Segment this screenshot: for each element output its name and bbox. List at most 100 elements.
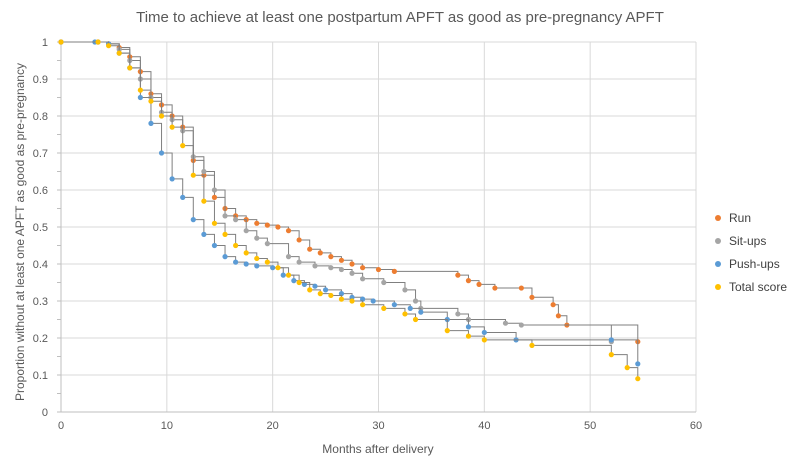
data-point-total-score [608,352,614,358]
data-point-sit-ups [349,270,355,276]
data-point-push-ups [360,296,366,302]
data-point-sit-ups [233,217,239,223]
data-point-push-ups [190,217,196,223]
data-point-push-ups [254,263,260,269]
data-point-push-ups [211,242,218,249]
data-point-sit-ups [264,241,270,247]
data-point-run [455,272,461,278]
data-point-total-score [148,98,154,104]
data-point-push-ups [635,361,641,367]
y-tick-label: 0.7 [33,148,48,160]
data-point-sit-ups [254,235,260,241]
data-point-sit-ups [360,276,366,282]
data-point-sit-ups [502,320,509,326]
y-tick-label: 0.3 [33,296,48,308]
data-point-push-ups [280,272,286,278]
y-axis-title: Proportion without at least one APFT as … [13,63,27,401]
data-point-total-score [106,43,112,49]
x-tick-label: 30 [372,420,384,432]
y-tick-label: 0.2 [33,333,48,345]
data-point-sit-ups [296,259,302,265]
data-point-total-score [307,287,313,293]
data-point-push-ups [169,176,175,182]
legend-swatch-run [715,214,721,221]
series-line-run [61,41,639,342]
legend-label-total-score: Total score [729,279,788,294]
data-point-total-score [264,259,270,265]
data-point-push-ups [137,94,143,101]
y-tick-label: 0 [42,407,48,419]
data-point-push-ups [158,150,165,156]
x-tick-label: 20 [267,420,279,432]
data-point-run [529,294,535,300]
data-point-run [264,222,270,228]
data-point-total-score [296,279,302,286]
data-point-run [254,220,260,226]
data-point-push-ups [270,265,276,271]
data-point-sit-ups [312,263,318,269]
data-point-total-score [201,198,207,204]
data-point-total-score [169,124,175,130]
data-point-sit-ups [338,266,345,273]
data-point-total-score [211,220,218,226]
data-point-sit-ups [243,228,249,234]
data-point-total-score [190,172,196,178]
legend-item-total-score[interactable]: Total score [715,275,787,298]
y-tick-label: 0.5 [33,222,48,234]
data-point-total-score [285,272,292,278]
legend-label-push-ups: Push-ups [729,256,780,271]
data-point-sit-ups [285,254,292,260]
data-point-run [360,265,366,271]
data-point-total-score [275,265,281,271]
data-point-total-score [127,65,133,71]
x-tick-label: 40 [478,420,490,432]
data-point-push-ups [301,281,308,287]
legend-label-run: Run [729,210,752,225]
y-tick-label: 1 [42,37,48,49]
data-point-total-score [317,291,323,297]
x-tick-label: 50 [584,420,596,432]
data-point-run [518,285,524,291]
data-point-run [375,266,382,273]
data-point-total-score [360,302,366,308]
x-axis-title: Months after delivery [322,442,434,456]
data-point-push-ups [322,287,329,293]
data-point-push-ups [201,231,207,237]
data-point-push-ups [481,329,487,336]
y-tick-label: 0.8 [33,111,48,123]
data-point-total-score [381,305,387,311]
legend-label-sit-ups: Sit-ups [729,233,767,248]
legend-item-run[interactable]: Run [715,206,787,229]
data-point-total-score [635,376,641,382]
data-point-run [492,285,498,291]
data-point-push-ups [222,254,228,260]
data-point-run [328,254,334,260]
data-point-sit-ups [412,298,419,304]
y-tick-label: 0.6 [33,185,48,197]
y-tick-label: 0.9 [33,74,48,86]
data-point-push-ups [418,309,424,315]
data-point-total-score [254,255,260,262]
legend-swatch-sit-ups [715,237,721,244]
data-point-sit-ups [518,322,524,328]
legend-item-sit-ups[interactable]: Sit-ups [715,229,787,252]
x-tick-label: 60 [690,420,702,432]
data-point-sit-ups [201,168,207,175]
data-point-run [296,237,302,243]
data-point-total-score [624,365,630,371]
data-point-run [285,228,292,234]
chart-title: Time to achieve at least one postpartum … [136,9,664,26]
data-point-push-ups [370,298,376,304]
data-point-sit-ups [402,287,408,293]
data-point-run [391,268,397,274]
data-point-push-ups [391,302,397,308]
data-point-total-score [444,328,450,334]
y-tick-label: 0.1 [33,370,48,382]
series-line-total-score [61,41,639,379]
legend: Run Sit-ups Push-ups Total score [715,206,787,298]
legend-item-push-ups[interactable]: Push-ups [715,252,787,275]
data-point-run [349,261,355,267]
data-point-total-score [328,292,334,299]
